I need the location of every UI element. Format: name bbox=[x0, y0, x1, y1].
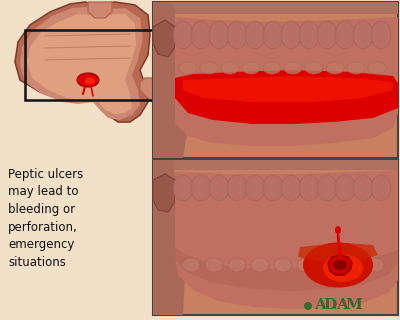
Polygon shape bbox=[27, 14, 136, 114]
Ellipse shape bbox=[227, 21, 247, 49]
Polygon shape bbox=[20, 7, 143, 120]
Bar bbox=[153, 2, 398, 158]
Ellipse shape bbox=[299, 175, 319, 201]
Ellipse shape bbox=[281, 175, 301, 201]
Ellipse shape bbox=[173, 175, 193, 201]
Ellipse shape bbox=[284, 62, 302, 74]
Ellipse shape bbox=[263, 175, 283, 201]
Ellipse shape bbox=[85, 77, 95, 84]
Polygon shape bbox=[328, 255, 352, 275]
Ellipse shape bbox=[353, 21, 373, 49]
Text: .: . bbox=[356, 299, 360, 312]
Ellipse shape bbox=[305, 62, 323, 74]
Bar bbox=[25, 30, 153, 100]
Ellipse shape bbox=[77, 73, 99, 87]
Bar bbox=[153, 160, 398, 315]
Ellipse shape bbox=[323, 254, 363, 282]
Ellipse shape bbox=[303, 243, 373, 287]
Ellipse shape bbox=[205, 258, 223, 272]
Polygon shape bbox=[175, 70, 398, 124]
Ellipse shape bbox=[347, 62, 365, 74]
Text: A: A bbox=[314, 298, 326, 312]
Polygon shape bbox=[175, 17, 398, 146]
Ellipse shape bbox=[173, 21, 193, 49]
Polygon shape bbox=[153, 2, 188, 158]
Text: .: . bbox=[333, 299, 337, 312]
Polygon shape bbox=[153, 160, 185, 315]
Ellipse shape bbox=[209, 175, 229, 201]
Ellipse shape bbox=[209, 21, 229, 49]
Ellipse shape bbox=[191, 175, 211, 201]
Polygon shape bbox=[183, 76, 393, 102]
Text: M: M bbox=[345, 298, 362, 312]
Polygon shape bbox=[88, 2, 112, 18]
Ellipse shape bbox=[317, 175, 337, 201]
Ellipse shape bbox=[245, 21, 265, 49]
Ellipse shape bbox=[333, 260, 347, 270]
Ellipse shape bbox=[304, 302, 312, 310]
Polygon shape bbox=[140, 78, 155, 102]
Polygon shape bbox=[298, 243, 378, 261]
Ellipse shape bbox=[326, 62, 344, 74]
Ellipse shape bbox=[281, 21, 301, 49]
Ellipse shape bbox=[297, 258, 315, 272]
Ellipse shape bbox=[335, 21, 355, 49]
Polygon shape bbox=[153, 160, 398, 170]
Ellipse shape bbox=[317, 21, 337, 49]
Ellipse shape bbox=[274, 258, 292, 272]
Ellipse shape bbox=[242, 62, 260, 74]
Ellipse shape bbox=[335, 226, 341, 234]
Ellipse shape bbox=[179, 62, 197, 74]
Polygon shape bbox=[153, 20, 175, 57]
Ellipse shape bbox=[335, 175, 355, 201]
Ellipse shape bbox=[343, 258, 361, 272]
Ellipse shape bbox=[227, 175, 247, 201]
Ellipse shape bbox=[263, 21, 283, 49]
Ellipse shape bbox=[368, 62, 386, 74]
Ellipse shape bbox=[353, 175, 373, 201]
Ellipse shape bbox=[200, 62, 218, 74]
Text: D: D bbox=[323, 298, 336, 312]
Polygon shape bbox=[153, 2, 398, 14]
Polygon shape bbox=[153, 174, 175, 212]
Ellipse shape bbox=[371, 21, 391, 49]
Polygon shape bbox=[15, 2, 150, 122]
Polygon shape bbox=[175, 247, 398, 291]
Ellipse shape bbox=[251, 258, 269, 272]
Ellipse shape bbox=[299, 21, 319, 49]
Ellipse shape bbox=[263, 62, 281, 74]
Ellipse shape bbox=[182, 258, 200, 272]
Ellipse shape bbox=[245, 175, 265, 201]
Ellipse shape bbox=[228, 258, 246, 272]
Text: A: A bbox=[336, 298, 348, 312]
Polygon shape bbox=[175, 170, 398, 309]
Ellipse shape bbox=[366, 258, 384, 272]
Ellipse shape bbox=[371, 175, 391, 201]
Ellipse shape bbox=[221, 62, 239, 74]
Text: Peptic ulcers
may lead to
bleeding or
perforation,
emergency
situations: Peptic ulcers may lead to bleeding or pe… bbox=[8, 168, 83, 268]
Ellipse shape bbox=[320, 258, 338, 272]
Ellipse shape bbox=[191, 21, 211, 49]
